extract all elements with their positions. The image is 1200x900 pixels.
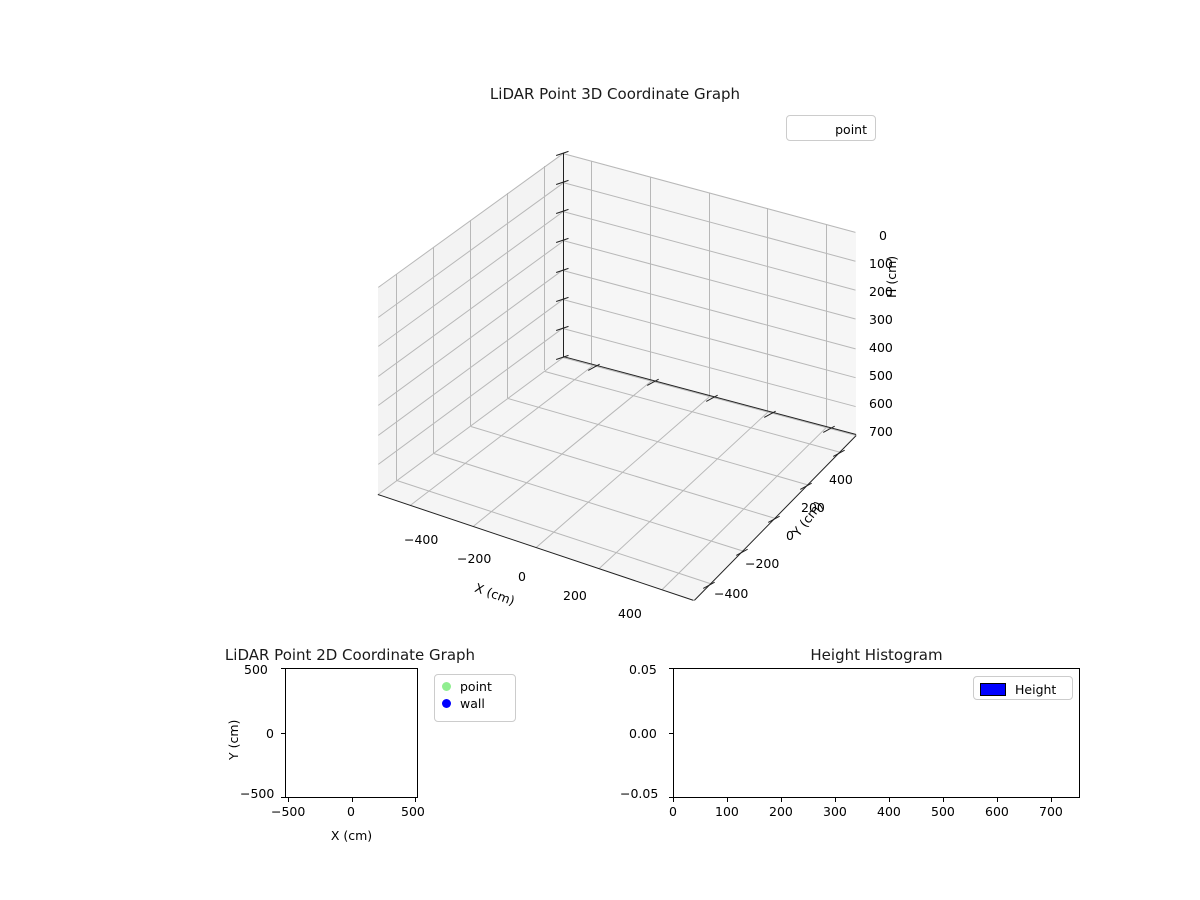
plot2d-xtick--500: −500 <box>271 804 306 819</box>
hist-xtick-500: 500 <box>931 804 955 819</box>
hist-xtick-mark-600 <box>997 798 998 802</box>
grid-line <box>767 208 769 412</box>
plot2d-xtick-mark--500 <box>288 798 289 802</box>
hist-xtick-mark-500 <box>943 798 944 802</box>
plot2d-ytick-mark-0 <box>281 733 285 734</box>
hist-xtick-mark-300 <box>835 798 836 802</box>
ytick-0: 0 <box>786 528 794 543</box>
grid-line <box>649 176 651 381</box>
grid-line <box>708 192 710 396</box>
plot2d-xtick-mark-500 <box>415 798 416 802</box>
grid-line <box>825 224 827 428</box>
ztick-700: 700 <box>869 424 893 439</box>
plot2d-frame[interactable] <box>285 668 418 798</box>
xtick-200: 200 <box>563 588 587 603</box>
hist-xtick-mark-100 <box>727 798 728 802</box>
plot2d-legend[interactable]: point wall <box>434 674 516 722</box>
xtick--400: −400 <box>404 532 439 547</box>
hist-xtick-400: 400 <box>877 804 901 819</box>
hist-ytick-mark-0.00 <box>669 733 673 734</box>
histogram-title: Height Histogram <box>810 646 943 664</box>
plot2d-ytick-500: 500 <box>244 662 268 677</box>
hist-ytick-0.00: 0.00 <box>629 726 657 741</box>
plot2d-xtick-mark-0 <box>352 798 353 802</box>
plot3d-axes[interactable] <box>300 130 940 630</box>
plot2d-xtick-500: 500 <box>401 804 425 819</box>
hist-ytick-0.05: 0.05 <box>629 662 657 677</box>
ztick-200: 200 <box>869 284 893 299</box>
plot2d-ytick-mark-500 <box>281 668 285 669</box>
ztick-600: 600 <box>869 396 893 411</box>
legend-label-point: point <box>835 121 867 137</box>
xtick--200: −200 <box>457 551 492 566</box>
hist-xtick-200: 200 <box>769 804 793 819</box>
zaxis-label: H (cm) <box>884 255 899 298</box>
legend-marker-point <box>442 682 451 691</box>
hist-ytick--0.05: −0.05 <box>620 786 659 801</box>
plot2d-ytick-0: 0 <box>266 726 274 741</box>
plot2d-title: LiDAR Point 2D Coordinate Graph <box>224 646 476 664</box>
legend-label-point: point <box>460 679 492 694</box>
legend-marker-wall <box>442 699 451 708</box>
legend-entry-point: point <box>442 678 508 695</box>
plot2d-ylabel: Y (cm) <box>226 719 241 760</box>
hist-xtick-0: 0 <box>669 804 677 819</box>
plot3d-legend[interactable]: point <box>786 115 876 141</box>
hist-xtick-mark-400 <box>889 798 890 802</box>
axes-pane <box>378 357 856 600</box>
legend-patch-height <box>980 682 1006 696</box>
ytick--200: −200 <box>745 556 780 571</box>
hist-ytick-mark-0.05 <box>669 668 673 669</box>
hist-xtick-mark-200 <box>781 798 782 802</box>
hist-xtick-600: 600 <box>985 804 1009 819</box>
axes-pane <box>563 153 856 435</box>
plot2d-ytick-mark--500 <box>281 797 285 798</box>
histogram-legend[interactable]: Height <box>973 676 1073 700</box>
legend-entry-wall: wall <box>442 695 508 712</box>
legend-label-wall: wall <box>460 696 485 711</box>
hist-xtick-mark-0 <box>673 798 674 802</box>
xtick-0: 0 <box>518 569 526 584</box>
ztick-100: 100 <box>869 256 893 271</box>
hist-xtick-mark-700 <box>1051 798 1052 802</box>
plot2d-ytick--500: −500 <box>240 786 275 801</box>
ztick-300: 300 <box>869 312 893 327</box>
ztick-400: 400 <box>869 340 893 355</box>
legend-entry-height: Height <box>980 677 1066 701</box>
legend-label-height: Height <box>1015 681 1057 697</box>
ytick--400: −400 <box>714 586 749 601</box>
ztick-500: 500 <box>869 368 893 383</box>
axes-pane <box>378 153 563 494</box>
legend-entry-point: point <box>787 116 875 142</box>
plot2d-xtick-0: 0 <box>347 804 355 819</box>
hist-xtick-300: 300 <box>823 804 847 819</box>
plot3d-title: LiDAR Point 3D Coordinate Graph <box>489 85 741 103</box>
ytick-400: 400 <box>829 472 853 487</box>
ztick-0: 0 <box>879 228 887 243</box>
hist-xtick-700: 700 <box>1039 804 1063 819</box>
hist-ytick-mark--0.05 <box>669 797 673 798</box>
hist-xtick-100: 100 <box>715 804 739 819</box>
plot2d-xlabel: X (cm) <box>330 828 373 843</box>
ytick-200: 200 <box>801 500 825 515</box>
xtick-400: 400 <box>618 606 642 621</box>
